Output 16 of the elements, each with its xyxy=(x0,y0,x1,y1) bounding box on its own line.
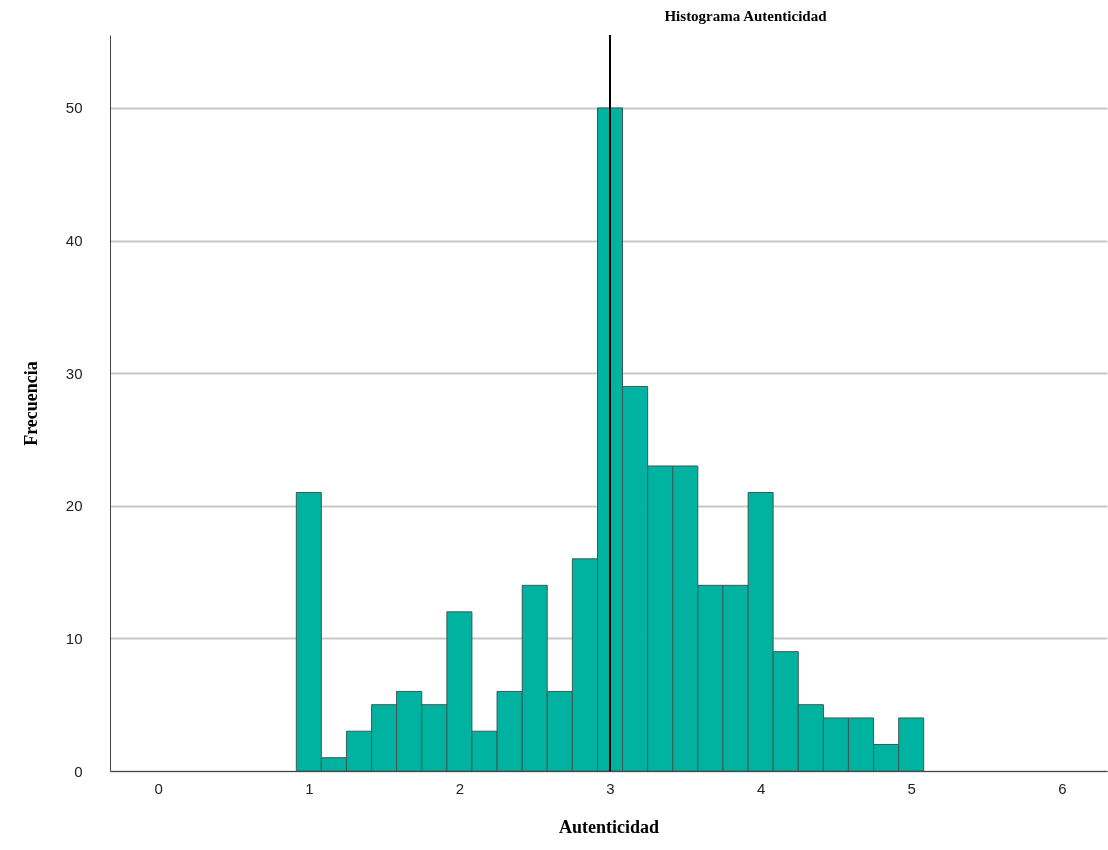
x-tick-label: 1 xyxy=(305,779,314,797)
y-tick-label: 10 xyxy=(65,629,83,647)
y-tick-label: 20 xyxy=(65,497,83,515)
y-tick-label: 0 xyxy=(74,762,83,780)
y-tick-label: 50 xyxy=(65,99,83,117)
y-tick-label: 30 xyxy=(65,364,83,382)
y-tick-label: 40 xyxy=(65,232,83,250)
x-tick-label: 2 xyxy=(455,779,465,797)
x-tick-label: 0 xyxy=(154,779,163,797)
chart-title: Histograma Autenticidad xyxy=(664,8,828,24)
x-tick-label: 5 xyxy=(907,779,916,797)
x-axis-title: Autenticidad xyxy=(558,816,660,837)
x-tick-label: 6 xyxy=(1058,779,1067,797)
x-tick-label: 3 xyxy=(606,779,615,797)
y-axis-title: Frecuencia xyxy=(20,361,41,446)
x-tick-label: 4 xyxy=(756,779,766,797)
